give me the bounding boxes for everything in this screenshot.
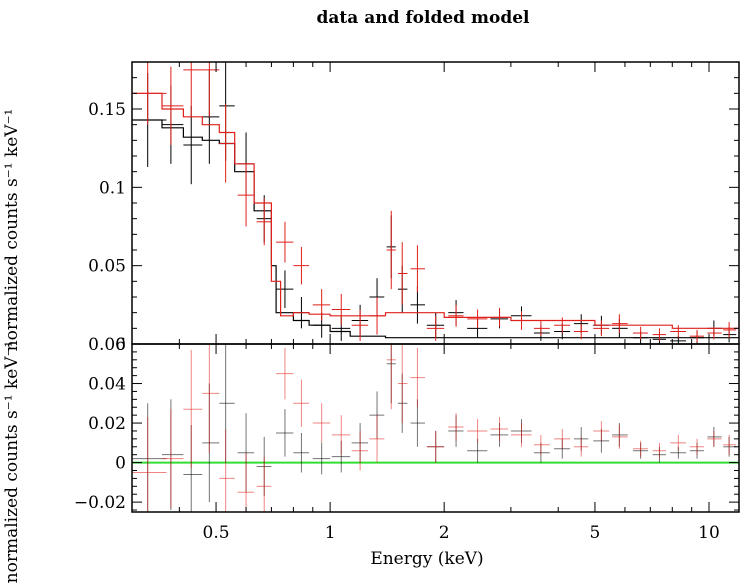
series-red-top	[132, 62, 739, 343]
y-axis-label-top: normalized counts s⁻¹ keV⁻¹	[2, 109, 22, 352]
y-tick-label: 0	[115, 454, 126, 474]
x-axis-label: Energy (keV)	[370, 549, 483, 569]
x-tick-label: 5	[590, 523, 601, 543]
x-tick-label: 1	[325, 523, 336, 543]
y-tick-label: 0.15	[88, 100, 126, 120]
y-tick-label: −0.02	[74, 493, 126, 513]
x-tick-label: 0.5	[203, 523, 230, 543]
y-axis-label-bottom: normalized counts s⁻¹ keV⁻¹	[2, 341, 22, 584]
series-red-bottom	[132, 344, 737, 512]
series-black-bottom	[132, 344, 737, 512]
model-line	[132, 119, 739, 339]
plot-frame-top	[131, 61, 740, 345]
model-line	[132, 92, 739, 329]
y-tick-label: 0.1	[99, 178, 126, 198]
series-black-top	[132, 62, 739, 344]
top-panel: 0 0.05 0.1 0.15	[88, 61, 740, 355]
x-tick-label: 2	[439, 523, 450, 543]
plot-frame-bottom	[131, 343, 740, 513]
bottom-panel: −0.02 0 0.02 0.04 0.06	[74, 335, 740, 513]
y-tick-label: 0.02	[88, 414, 126, 434]
y-tick-label: 0.06	[88, 335, 126, 355]
y-tick-label: 0	[115, 335, 126, 355]
x-tick-labels: 0.5 1 2 5 10	[203, 523, 720, 543]
chart-title: data and folded model	[317, 8, 531, 28]
x-tick-label: 10	[698, 523, 720, 543]
y-tick-label: 0.04	[88, 375, 126, 395]
y-tick-label: 0.05	[88, 257, 126, 277]
